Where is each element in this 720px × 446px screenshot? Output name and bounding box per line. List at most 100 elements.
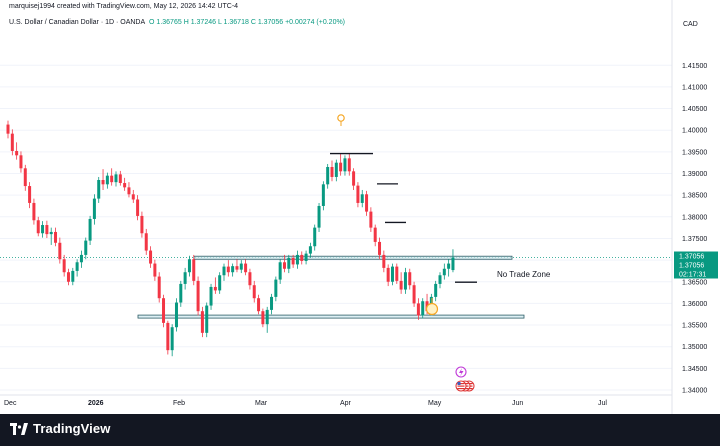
candle xyxy=(166,320,170,355)
ohlc-high: H 1.37246 xyxy=(183,19,217,26)
svg-text:1.37056: 1.37056 xyxy=(679,254,704,261)
time-tick: Feb xyxy=(173,400,185,407)
lightning-event-icon[interactable] xyxy=(455,366,467,378)
zone-upper xyxy=(193,255,513,260)
candle xyxy=(192,254,196,286)
price-tick: 1.39000 xyxy=(682,171,707,178)
candle xyxy=(326,163,330,189)
candle xyxy=(15,142,19,160)
candle xyxy=(183,267,187,290)
price-tick: 1.39500 xyxy=(682,149,707,156)
time-tick: Dec xyxy=(4,400,17,407)
candle xyxy=(66,268,70,286)
candle xyxy=(399,272,403,294)
last-price-label-2: 1.37056 xyxy=(674,260,718,270)
zones xyxy=(137,255,525,319)
candle xyxy=(75,259,79,277)
time-tick: 2026 xyxy=(88,400,104,407)
candle xyxy=(196,276,200,316)
candle xyxy=(339,154,343,176)
levels xyxy=(330,152,477,283)
candle xyxy=(41,221,45,238)
candle xyxy=(304,250,308,265)
candle xyxy=(179,280,183,307)
zone-lower xyxy=(137,314,525,319)
candle xyxy=(321,181,325,211)
candle xyxy=(131,189,135,203)
candle xyxy=(257,294,261,315)
candle xyxy=(88,215,92,245)
candle xyxy=(200,306,204,338)
countdown-label: 02:17:31 xyxy=(674,269,718,279)
candle xyxy=(252,280,256,303)
candle xyxy=(136,195,140,221)
candle xyxy=(19,151,23,173)
candle xyxy=(226,260,230,277)
candle xyxy=(373,224,377,247)
candle xyxy=(58,237,62,264)
candle xyxy=(187,255,191,277)
candle xyxy=(447,259,451,277)
price-tick: 1.38000 xyxy=(682,214,707,221)
ohlc-change: +0.00274 (+0.20%) xyxy=(285,19,346,26)
candle xyxy=(300,251,304,265)
candle xyxy=(162,294,166,328)
markers xyxy=(337,114,475,392)
currency-label: CAD xyxy=(683,21,698,28)
time-tick: Jul xyxy=(598,400,607,407)
price-axis[interactable]: 1.34000 1.34500 1.35000 1.35500 1.36000 1.365… xyxy=(671,0,718,414)
price-tick: 1.38500 xyxy=(682,193,707,200)
candle xyxy=(32,198,36,225)
candle xyxy=(265,306,269,333)
price-tick: 1.40500 xyxy=(682,106,707,113)
candle xyxy=(347,153,351,176)
us-flag-event-icon[interactable] xyxy=(455,380,475,392)
candle xyxy=(270,293,274,315)
bottom-marker xyxy=(425,298,439,316)
time-axis[interactable]: Dec 2026 Feb Mar Apr May Jun Jul xyxy=(0,394,672,407)
candle xyxy=(244,259,248,276)
candle xyxy=(71,267,75,286)
price-chart[interactable]: 1.34000 1.34500 1.35000 1.35500 1.36000 1.365… xyxy=(0,0,720,414)
candle xyxy=(62,254,66,277)
candle xyxy=(149,246,153,268)
time-tick: Jun xyxy=(512,400,523,407)
candle xyxy=(416,298,420,320)
candle xyxy=(205,302,209,338)
candle xyxy=(330,160,334,182)
candle xyxy=(378,237,382,260)
candle xyxy=(278,259,282,284)
candle xyxy=(79,250,83,268)
candle xyxy=(317,202,321,232)
candle xyxy=(110,168,114,186)
header-attribution: marquisej1994 created with TradingView.c… xyxy=(9,3,239,10)
candle xyxy=(274,276,278,302)
candle xyxy=(287,254,291,274)
candle xyxy=(313,224,317,251)
price-tick: 1.35500 xyxy=(682,323,707,330)
tradingview-logo[interactable]: TradingView xyxy=(10,421,110,436)
candle xyxy=(308,242,312,258)
candle xyxy=(382,250,386,273)
candle xyxy=(222,263,226,281)
candle xyxy=(231,263,235,277)
candle xyxy=(360,189,364,208)
candle xyxy=(438,272,442,289)
candle xyxy=(395,263,399,284)
price-grid xyxy=(0,64,672,391)
candle xyxy=(261,308,265,328)
candle xyxy=(144,228,148,255)
candle xyxy=(54,227,58,247)
candle xyxy=(84,237,88,260)
candle xyxy=(105,172,109,189)
candle xyxy=(218,272,222,294)
price-tick: 1.35000 xyxy=(682,344,707,351)
candle xyxy=(157,272,161,303)
candle xyxy=(10,129,14,156)
candle xyxy=(412,281,416,307)
candle xyxy=(45,220,49,239)
candle xyxy=(408,268,412,290)
time-tick: May xyxy=(428,400,442,407)
candle xyxy=(235,259,239,273)
svg-text:02:17:31: 02:17:31 xyxy=(679,272,706,279)
